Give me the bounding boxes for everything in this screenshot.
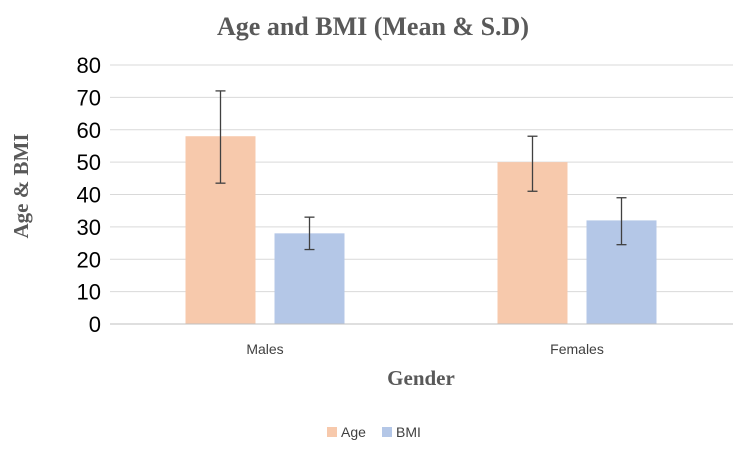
y-tick-label-50: 50 <box>77 150 101 175</box>
y-tick-label-20: 20 <box>77 247 101 272</box>
x-tick-label-males: Males <box>246 341 283 357</box>
legend-swatch-age <box>327 427 337 437</box>
legend-swatch-bmi <box>382 427 392 437</box>
y-tick-label-10: 10 <box>77 280 101 305</box>
chart-title: Age and BMI (Mean & S.D) <box>217 12 529 41</box>
x-tick-label-females: Females <box>550 341 604 357</box>
legend-label-age: Age <box>341 424 366 440</box>
x-axis-ticks: Males Females <box>246 341 604 357</box>
error-bars <box>215 90 627 251</box>
y-tick-label-80: 80 <box>77 53 101 78</box>
x-axis-title: Gender <box>387 366 455 390</box>
y-axis-ticks: 0 10 20 30 40 50 60 70 80 <box>77 53 101 337</box>
y-tick-label-0: 0 <box>89 312 101 337</box>
y-axis-title: Age & BMI <box>9 134 33 239</box>
y-tick-label-30: 30 <box>77 215 101 240</box>
y-tick-label-60: 60 <box>77 118 101 143</box>
y-tick-label-40: 40 <box>77 183 101 208</box>
legend: Age BMI <box>327 424 421 440</box>
legend-label-bmi: BMI <box>396 424 421 440</box>
bars <box>185 136 657 324</box>
y-tick-label-70: 70 <box>77 85 101 110</box>
